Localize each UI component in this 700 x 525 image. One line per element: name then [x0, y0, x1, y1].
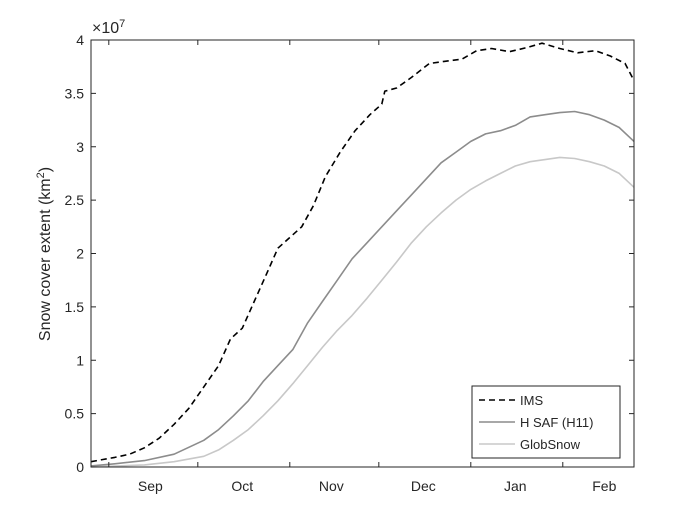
y-tick-label: 1 [76, 352, 84, 368]
y-tick-label: 0 [76, 459, 84, 475]
x-tick-label: Dec [411, 478, 436, 494]
series-line-globsnow [90, 156, 635, 468]
legend-label: H SAF (H11) [520, 415, 593, 430]
x-tick-label: Feb [592, 478, 616, 494]
y-multiplier-exponent: 7 [119, 18, 125, 30]
y-axis-label-sup: 2 [35, 172, 47, 178]
y-tick-label: 1.5 [65, 299, 85, 315]
series-layer [90, 42, 635, 468]
y-tick-label: 3 [76, 139, 84, 155]
y-tick-label: 4 [76, 32, 84, 48]
x-tick-label: Sep [138, 478, 163, 494]
legend-label: GlobSnow [520, 437, 581, 452]
legend: IMS H SAF (H11) GlobSnow [471, 385, 621, 459]
y-tick-label: 3.5 [65, 85, 85, 101]
y-tick-label: 2.5 [65, 192, 85, 208]
y-multiplier-base: ×10 [92, 20, 119, 37]
y-ticks: 0 0.5 1 1.5 2 2.5 3 3.5 4 [65, 32, 634, 475]
y-axis-label-main: Snow cover extent (km [37, 178, 54, 341]
x-tick-label: Oct [231, 478, 253, 494]
y-tick-label: 0.5 [65, 406, 85, 422]
x-tick-label: Nov [319, 478, 344, 494]
y-tick-label: 2 [76, 246, 84, 262]
series-line-ims [90, 42, 635, 463]
x-tick-label: Jan [504, 478, 527, 494]
legend-label: IMS [520, 393, 543, 408]
y-multiplier: ×107 [92, 18, 125, 37]
y-axis-label: Snow cover extent (km2) [35, 167, 54, 341]
series-line-h-saf-h11 [90, 110, 635, 467]
y-axis-label-close: ) [37, 167, 54, 172]
x-ticks: Sep Oct Nov Dec Jan Feb [108, 40, 617, 494]
